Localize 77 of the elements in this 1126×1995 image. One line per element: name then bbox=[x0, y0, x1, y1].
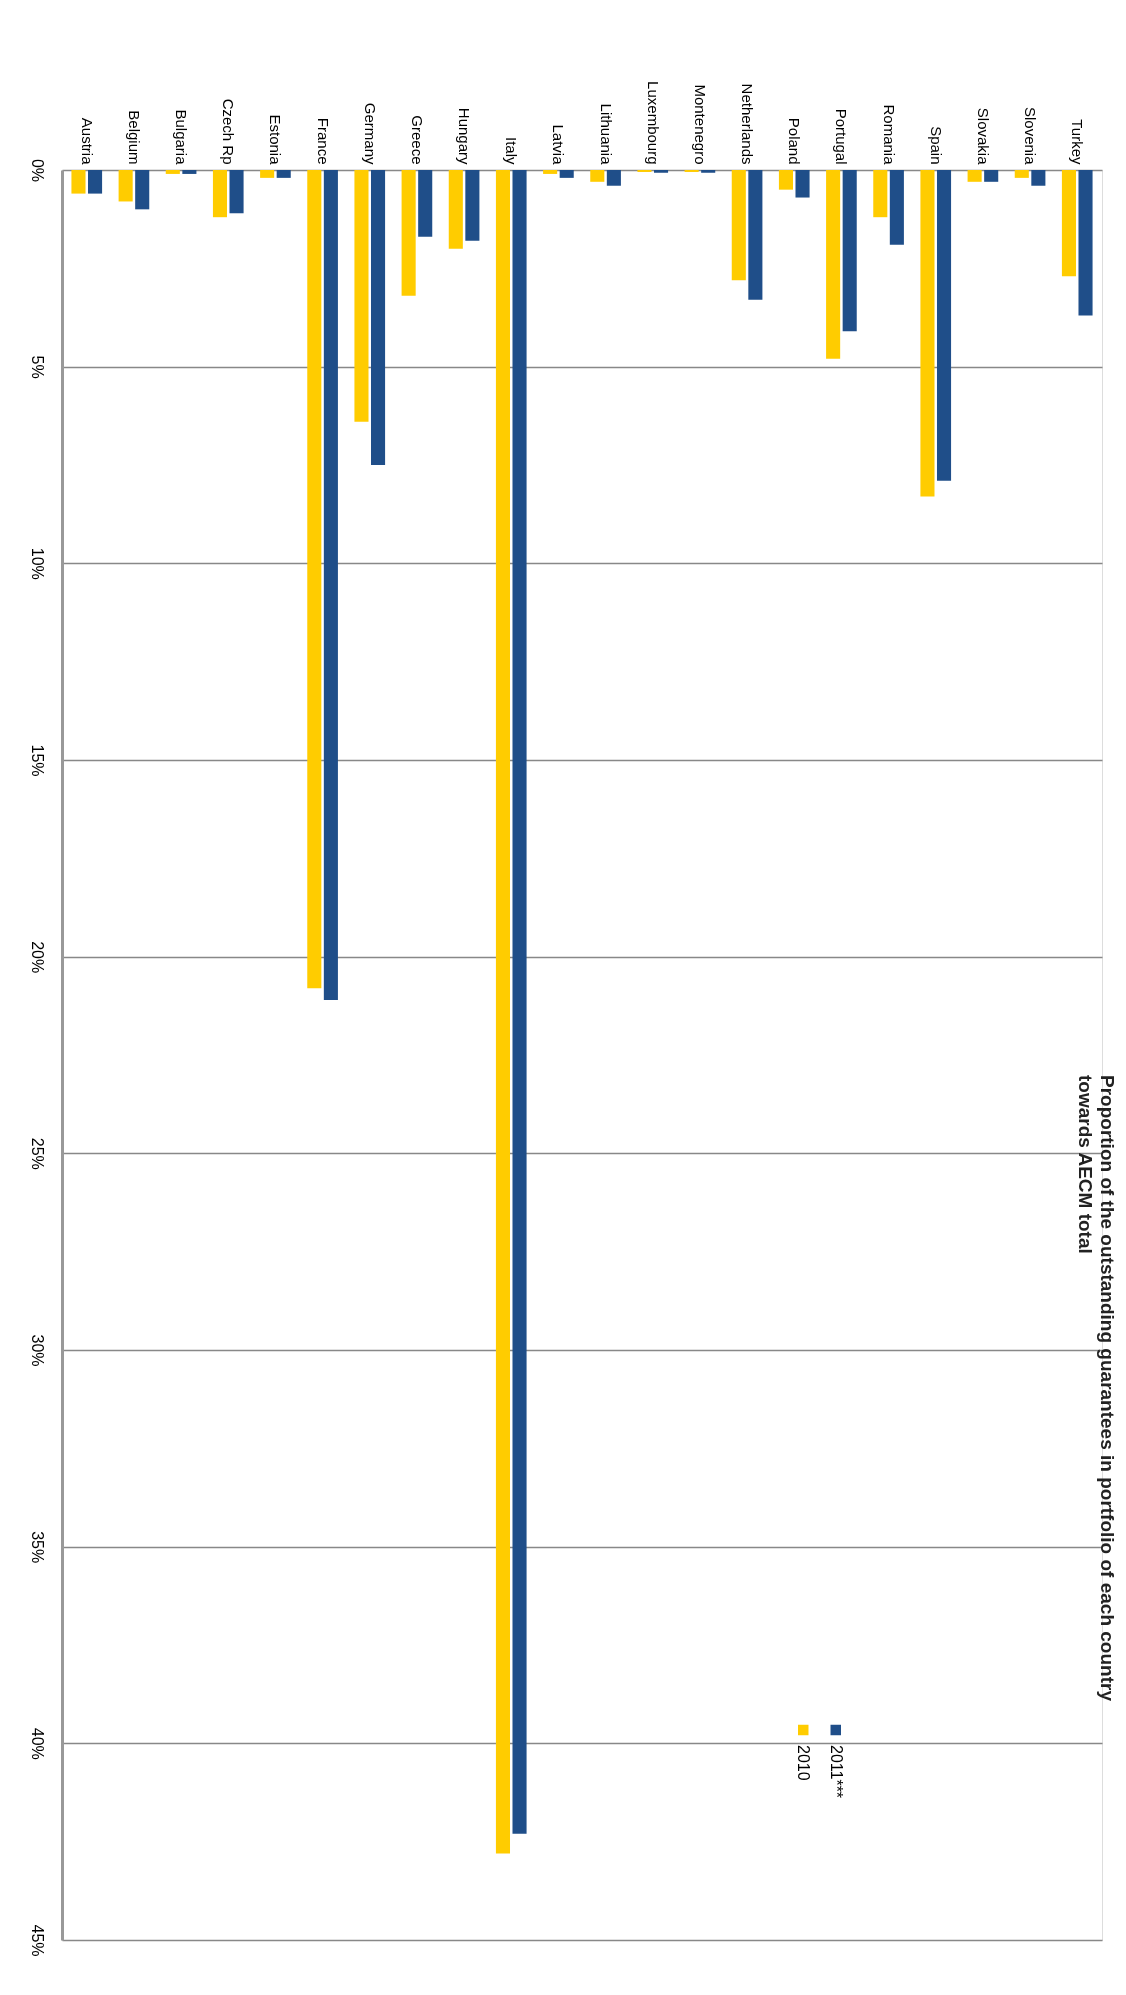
bar bbox=[276, 170, 291, 178]
x-tick-label: Germany bbox=[361, 102, 379, 165]
bar bbox=[778, 170, 793, 190]
x-tick-label: Bulgaria bbox=[173, 109, 191, 166]
y-tick-label: 15% bbox=[28, 744, 46, 777]
bar bbox=[182, 170, 197, 174]
x-tick-label: Luxembourg bbox=[644, 81, 662, 165]
x-tick-label: Italy bbox=[503, 136, 521, 165]
bar bbox=[1078, 170, 1093, 316]
bar bbox=[889, 170, 904, 245]
bar bbox=[842, 170, 857, 332]
x-tick-label: Spain bbox=[927, 126, 945, 165]
bar bbox=[795, 170, 810, 198]
bar bbox=[936, 170, 952, 481]
x-tick-label: Czech Rp bbox=[220, 98, 238, 165]
bar bbox=[495, 170, 511, 1854]
text: Proportion of the outstanding guarantees in portfolio of each country towards AECM total bbox=[1075, 1075, 1118, 1702]
bar bbox=[448, 170, 463, 249]
y-tick-label: 35% bbox=[28, 1531, 46, 1564]
x-tick-label: Lithuania bbox=[597, 103, 615, 166]
bar bbox=[590, 170, 605, 182]
bar bbox=[354, 170, 369, 422]
bar bbox=[543, 170, 558, 174]
bar bbox=[606, 170, 621, 186]
y-tick-label: 40% bbox=[28, 1727, 46, 1760]
bar bbox=[1031, 170, 1046, 186]
bar bbox=[212, 170, 228, 218]
bar bbox=[371, 170, 386, 465]
bar bbox=[465, 170, 480, 241]
bar bbox=[984, 170, 999, 182]
y-tick-label: 10% bbox=[28, 547, 46, 580]
bar bbox=[165, 170, 180, 174]
bar bbox=[748, 170, 763, 300]
bar bbox=[701, 170, 716, 173]
x-tick-label: Romania bbox=[880, 104, 898, 166]
bar bbox=[323, 170, 338, 1000]
bar bbox=[873, 170, 888, 218]
bar bbox=[71, 170, 86, 194]
x-tick-label: Turkey bbox=[1069, 119, 1087, 165]
y-tick-label: 25% bbox=[28, 1137, 46, 1170]
bar bbox=[731, 170, 746, 281]
bar bbox=[512, 170, 527, 1834]
x-tick-label: Latvia bbox=[550, 124, 568, 166]
bar bbox=[1061, 170, 1076, 277]
bar bbox=[229, 170, 244, 214]
x-tick-label: Poland bbox=[786, 117, 804, 165]
bar bbox=[967, 170, 982, 182]
bar bbox=[307, 170, 322, 989]
x-tick-label: Hungary bbox=[456, 107, 474, 165]
x-tick-label: France bbox=[314, 117, 332, 165]
x-tick-label: Netherlands bbox=[739, 83, 757, 165]
bar bbox=[260, 170, 275, 178]
x-tick-label: Estonia bbox=[267, 114, 285, 166]
bar bbox=[118, 170, 133, 202]
x-tick-label: Greece bbox=[408, 115, 426, 165]
bar bbox=[1014, 170, 1029, 178]
legend-label: 2010 bbox=[795, 1745, 813, 1781]
y-tick-label: 30% bbox=[28, 1334, 46, 1367]
y-tick-label: 45% bbox=[28, 1924, 46, 1957]
x-tick-label: Belgium bbox=[125, 110, 143, 165]
y-tick-label: 20% bbox=[28, 941, 46, 974]
y-tick-label: 0% bbox=[28, 158, 46, 183]
x-tick-label: Slovakia bbox=[974, 107, 992, 166]
x-tick-label: Montenegro bbox=[691, 84, 709, 165]
bar bbox=[826, 170, 841, 359]
bar bbox=[88, 170, 103, 194]
bar bbox=[401, 170, 416, 296]
legend-label: 2011*** bbox=[827, 1745, 845, 1799]
x-tick-label: Portugal bbox=[833, 108, 851, 165]
bar bbox=[920, 170, 935, 497]
bar bbox=[653, 170, 669, 173]
bar bbox=[418, 170, 433, 237]
bar bbox=[135, 170, 150, 210]
x-tick-label: Austria bbox=[78, 117, 96, 166]
bar bbox=[559, 170, 574, 178]
x-tick-label: Slovenia bbox=[1022, 106, 1040, 166]
y-tick-label: 5% bbox=[28, 355, 46, 379]
